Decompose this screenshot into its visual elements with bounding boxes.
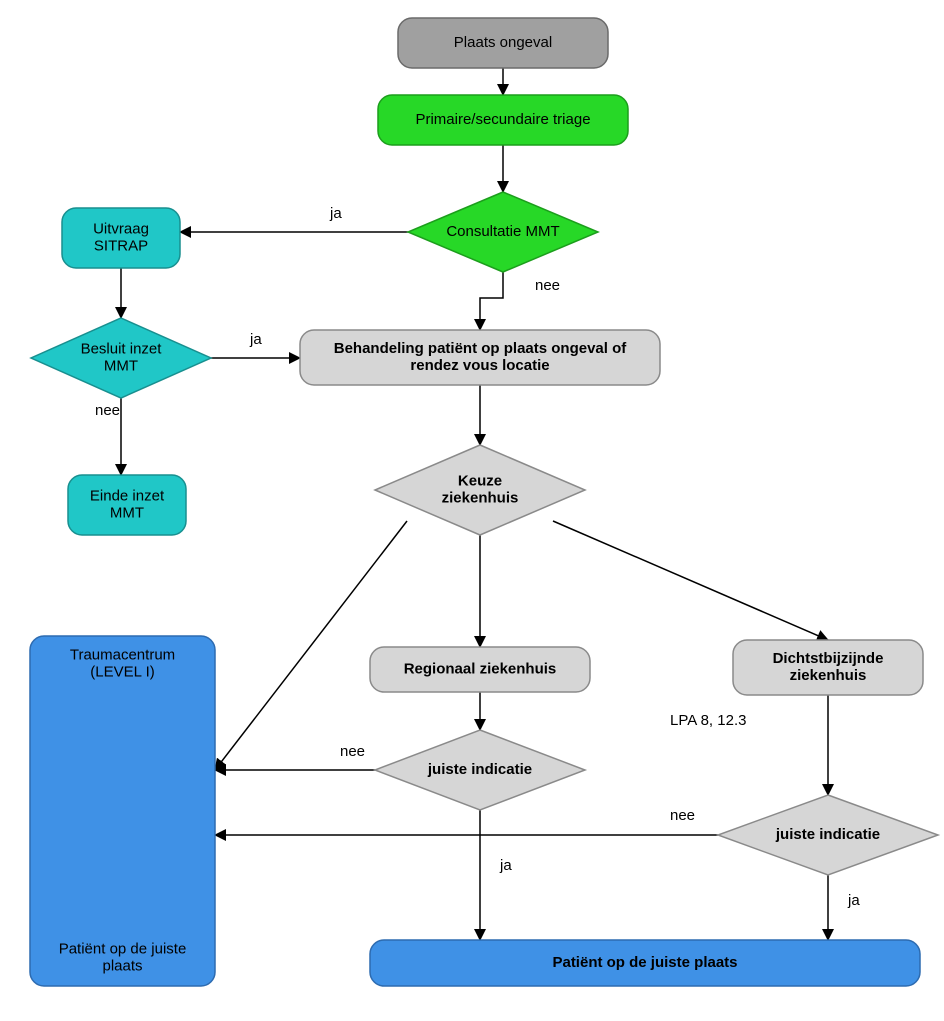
node-n6: Einde inzetMMT xyxy=(68,475,186,535)
edge-e10 xyxy=(553,521,828,640)
node-label-n1: Plaats ongeval xyxy=(454,34,552,51)
edge-label-e6: nee xyxy=(95,402,120,419)
node-n4: UitvraagSITRAP xyxy=(62,208,180,268)
node-label-n9: Regionaal ziekenhuis xyxy=(404,660,557,677)
edge-e8 xyxy=(215,521,407,770)
node-n10: Dichtstbijzijndeziekenhuis xyxy=(733,640,923,695)
edge-label-e14: ja xyxy=(499,857,512,874)
free-label-lpa: LPA 8, 12.3 xyxy=(670,712,746,729)
node-n2: Primaire/secundaire triage xyxy=(378,95,628,145)
node-n1: Plaats ongeval xyxy=(398,18,608,68)
node-label-n3: Consultatie MMT xyxy=(446,223,559,240)
edge-label-e3b: nee xyxy=(535,277,560,294)
node-n9: Regionaal ziekenhuis xyxy=(370,647,590,692)
node-n7: Behandeling patiënt op plaats ongeval of… xyxy=(300,330,660,385)
edge-label-e13: nee xyxy=(340,743,365,760)
node-label-n12: juiste indicatie xyxy=(775,826,880,843)
node-label-n4: UitvraagSITRAP xyxy=(93,220,149,254)
node-label-n14: Patiënt op de juiste plaats xyxy=(552,954,737,971)
node-label-n11: juiste indicatie xyxy=(427,761,532,778)
node-label-n2: Primaire/secundaire triage xyxy=(415,111,590,128)
node-n14: Patiënt op de juiste plaats xyxy=(370,940,920,986)
edge-label-e16: ja xyxy=(847,892,860,909)
edge-e3b xyxy=(480,272,503,330)
edge-label-e5: ja xyxy=(249,331,262,348)
node-n11: juiste indicatie xyxy=(375,730,585,810)
flowchart-canvas: ja nee ja nee nee ja nee ja Plaats ongeval Primai… xyxy=(0,0,944,1021)
edge-label-e3: ja xyxy=(329,205,342,222)
node-n3: Consultatie MMT xyxy=(408,192,598,272)
edge-label-e15: nee xyxy=(670,807,695,824)
node-n13: Traumacentrum(LEVEL I)Patiënt op de juis… xyxy=(30,636,215,986)
node-n5: Besluit inzetMMT xyxy=(31,318,211,398)
node-n12: juiste indicatie xyxy=(718,795,938,875)
